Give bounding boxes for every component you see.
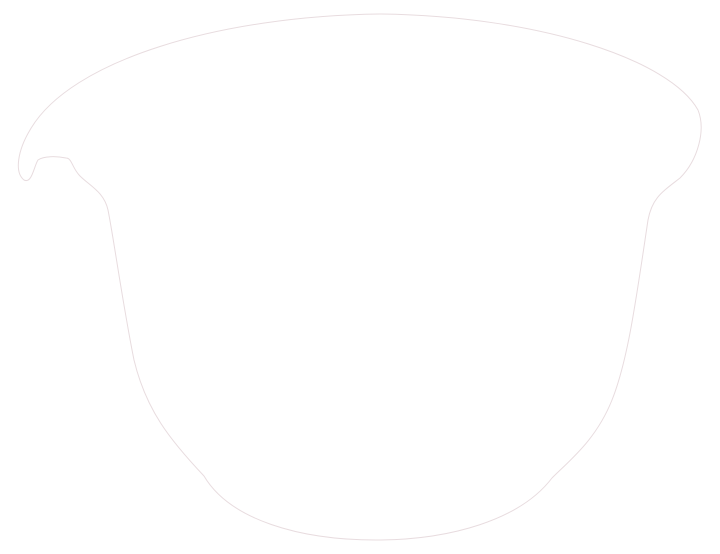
bowl-outline [17,13,702,541]
